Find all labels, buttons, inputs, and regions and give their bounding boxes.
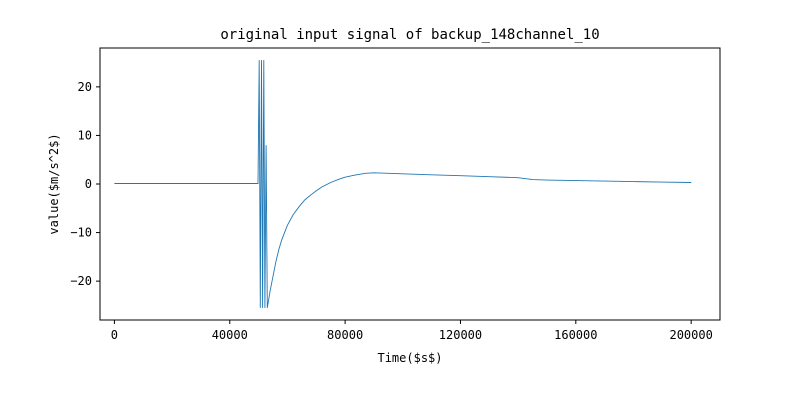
x-axis-label: Time($s$) xyxy=(377,351,442,365)
y-tick-label: 10 xyxy=(78,128,92,142)
x-axis: 0 40000 80000 120000 160000 200000 xyxy=(111,320,713,342)
y-axis-label: value($m/s^2$) xyxy=(47,133,61,234)
y-tick-label: −20 xyxy=(70,274,92,288)
y-tick-label: 0 xyxy=(85,177,92,191)
y-axis: −20 −10 0 10 20 xyxy=(70,80,100,288)
plot-area xyxy=(114,60,692,308)
x-tick-label: 0 xyxy=(111,328,118,342)
x-tick-label: 160000 xyxy=(554,328,597,342)
x-tick-label: 40000 xyxy=(212,328,248,342)
x-tick-label: 120000 xyxy=(439,328,482,342)
y-tick-label: 20 xyxy=(78,80,92,94)
x-tick-label: 80000 xyxy=(327,328,363,342)
series-line-0 xyxy=(114,60,692,308)
chart-title: original input signal of backup_148chann… xyxy=(220,27,599,43)
x-tick-label: 200000 xyxy=(669,328,712,342)
plot-frame xyxy=(99,47,721,321)
y-tick-label: −10 xyxy=(70,226,92,240)
